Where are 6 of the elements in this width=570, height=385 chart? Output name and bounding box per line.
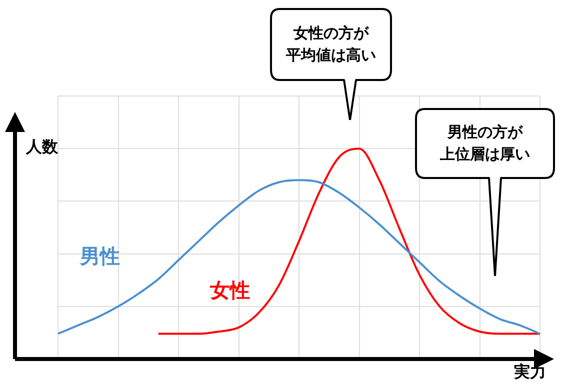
speech-bubble: 女性の方が平均値は高い xyxy=(270,8,392,120)
y-axis-title: 人数 xyxy=(25,137,59,156)
annotation: 男性の方が上位層は厚い xyxy=(440,122,530,165)
speech-bubble: 男性の方が上位層は厚い xyxy=(415,108,555,276)
series-label: 女性 xyxy=(209,278,250,302)
series-label: 男性 xyxy=(79,244,120,268)
